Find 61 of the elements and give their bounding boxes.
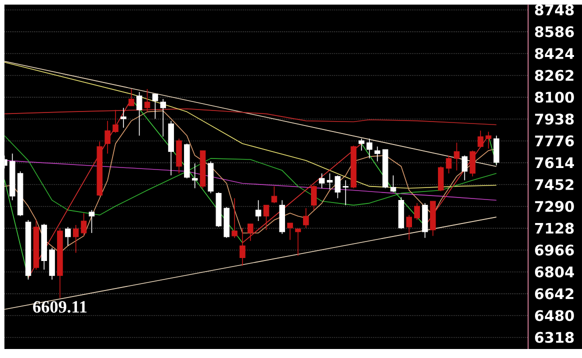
candlestick [88,210,95,234]
candlestick [80,212,87,236]
y-tick-label: 7128 [535,222,574,234]
y-tick-label: 6966 [535,244,574,256]
y-tick-label: 7938 [535,114,574,125]
line-series [4,135,497,216]
y-tick-label: 8748 [535,4,574,16]
candlestick [255,200,262,222]
y-tick-label: 6318 [535,332,574,343]
annotation: 6609.11 [33,301,87,313]
candlestick [374,146,380,162]
candlestick [248,223,254,242]
candlestick [120,107,126,128]
candlestick [311,184,317,210]
candlestick [494,135,500,166]
candlestick [406,214,412,240]
candlestick [414,202,420,220]
candlestick [144,88,150,112]
candlestick [326,172,333,190]
candlestick [478,130,484,148]
candlestick [160,98,166,137]
candlestick [486,131,492,149]
y-tick-label: 8262 [535,70,574,81]
candlestick [318,172,325,189]
candlestick [334,174,341,199]
y-tick-label: 6642 [535,288,574,300]
candlestick [152,94,158,120]
candlestick [232,198,238,238]
y-tick-label: 7452 [535,179,574,190]
y-tick-label: 8586 [535,26,574,38]
candlestick [446,155,452,174]
candlestick [240,228,246,266]
candlestick [104,120,110,154]
candlestick [72,224,79,254]
candlestick [192,162,198,189]
y-tick-label: 7614 [535,157,574,168]
candlestick [390,174,396,193]
candlestick [287,222,293,240]
candlestick [438,166,444,192]
candlestick [342,180,349,206]
candlestick [65,226,71,246]
candlestick [454,142,460,171]
candlestick [271,186,278,204]
candlestick [263,204,270,230]
y-tick-label: 7776 [535,135,574,146]
candlestick [366,138,372,159]
candlestick [112,109,118,134]
candlestick [303,208,309,228]
candlestick [462,155,468,181]
y-tick-label: 6480 [535,310,574,322]
candlestick [136,92,142,136]
candlestick [295,228,301,256]
candlestick [128,88,134,106]
candlestick [358,138,364,151]
y-tick-label: 8100 [535,92,574,103]
y-tick-label: 6804 [535,266,574,278]
y-tick-label: 8424 [535,48,574,60]
y-tick-label: 7290 [535,200,574,212]
line-series [4,62,497,189]
line-series [4,108,497,126]
candlestick [470,150,476,177]
